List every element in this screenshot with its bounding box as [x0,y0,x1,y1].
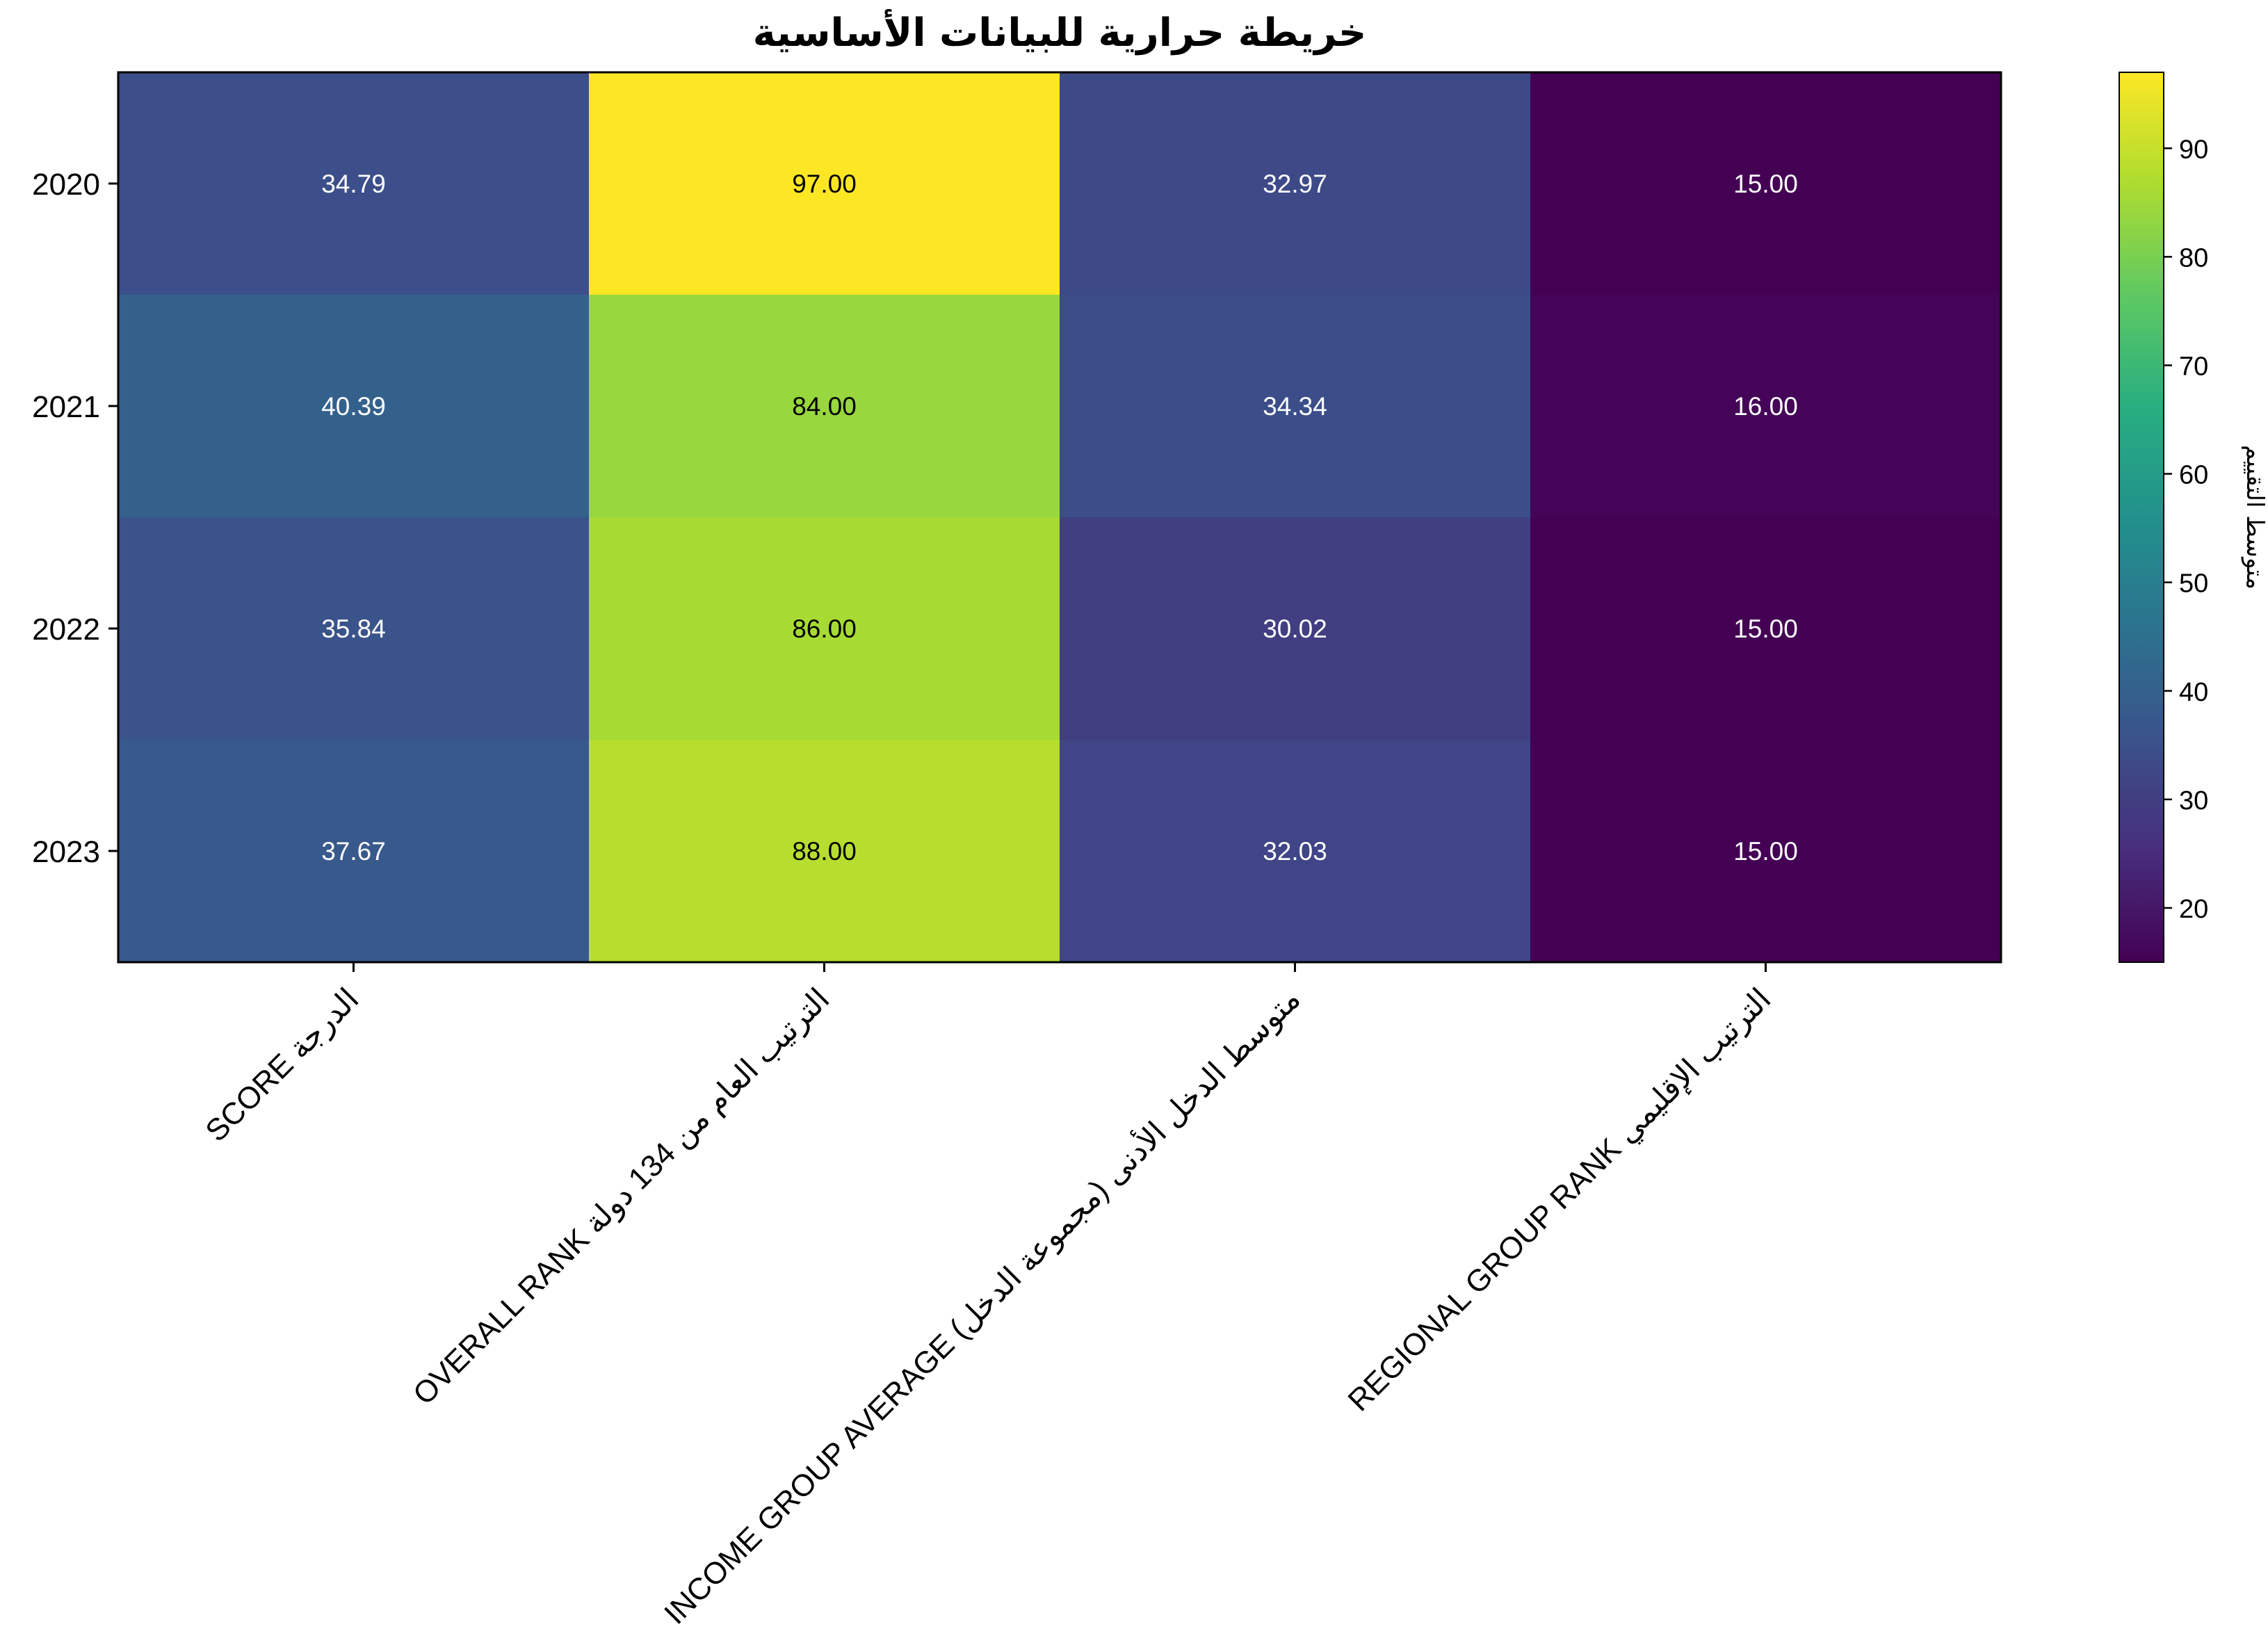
x-tick-label: SCORE الدرجة [199,982,366,1149]
heatmap-cell [1060,72,1531,295]
heatmap-cell [1530,295,2002,518]
heatmap-cell [1530,740,2002,963]
cell-value-label: 15.00 [1733,615,1798,643]
heatmap-cell [589,740,1060,963]
colorbar-label: متوسط التقييم [2241,445,2268,590]
colorbar-gradient [2119,72,2164,963]
cell-value-label: 32.03 [1263,837,1327,866]
colorbar-tick-label: 40 [2179,678,2208,707]
heatmap-cell [1060,295,1531,518]
y-tick-label: 2023 [32,835,100,869]
cell-value-label: 34.79 [321,170,386,198]
heatmap-cell [1060,740,1531,963]
cell-value-label: 97.00 [792,170,857,198]
heatmap-cell [1060,517,1531,740]
cell-value-label: 15.00 [1733,170,1798,198]
chart-title: خريطة حرارية للبيانات الأساسية [753,8,1367,56]
colorbar-ticks: 20 30 40 50 60 70 80 90 [2164,135,2208,924]
cell-value-label: 30.02 [1263,615,1327,643]
heatmap-cell [118,517,590,740]
plot-frame [117,71,2002,964]
cell-value-label: 32.97 [1263,170,1327,198]
heatmap-cell [118,72,590,295]
heatmap-cell [118,295,590,518]
colorbar: 20 30 40 50 60 70 80 90 متوسط التقييم [2119,72,2268,963]
heatmap-cell [589,72,1060,295]
cell-value-label: 15.00 [1733,837,1798,866]
heatmap-cell [1530,72,2002,295]
cell-value-label: 88.00 [792,837,857,866]
heatmap-cells: 34.79 97.00 32.97 15.00 40.39 84.00 34.34 16.00… [118,72,2002,963]
colorbar-tick-label: 80 [2179,243,2208,273]
x-tick-label: REGIONAL GROUP RANK الترتيب الإقليمي [1342,982,1779,1418]
cell-value-label: 35.84 [321,615,386,643]
heatmap-cell [589,517,1060,740]
cell-value-label: 40.39 [321,392,386,421]
cell-value-label: 37.67 [321,837,386,866]
cell-value-label: 34.34 [1263,392,1327,421]
heatmap-cell [118,740,590,963]
x-tick-label: OVERALL RANK الترتيب العام من 134 دولة [407,982,836,1411]
y-axis: 2020 2021 2022 2023 [32,168,118,869]
colorbar-tick-label: 90 [2179,135,2208,164]
heatmap-cell [1530,517,2002,740]
cell-value-label: 84.00 [792,392,857,421]
y-tick-label: 2021 [32,390,100,424]
colorbar-tick-label: 20 [2179,895,2208,924]
colorbar-tick-label: 70 [2179,352,2208,381]
colorbar-tick-label: 50 [2179,569,2208,599]
colorbar-tick-label: 30 [2179,786,2208,816]
colorbar-tick-label: 60 [2179,461,2208,490]
heatmap-cell [589,295,1060,518]
y-tick-label: 2020 [32,168,100,202]
cell-value-label: 86.00 [792,615,857,643]
y-tick-label: 2022 [32,612,100,647]
cell-value-label: 16.00 [1733,392,1798,421]
